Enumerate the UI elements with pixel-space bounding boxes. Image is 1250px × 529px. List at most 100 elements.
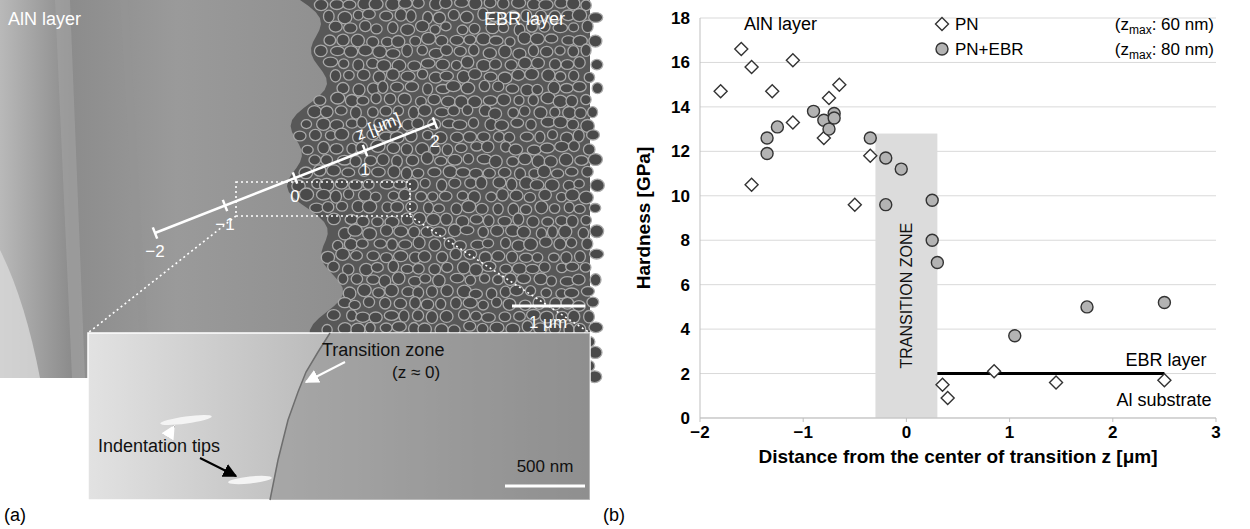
ebr-cell bbox=[360, 21, 371, 32]
data-point bbox=[786, 54, 799, 67]
ebr-cell bbox=[590, 225, 604, 238]
ebr-cell bbox=[418, 251, 431, 263]
ebr-cell bbox=[527, 145, 541, 155]
ebr-cell bbox=[458, 261, 471, 274]
z-axis-title: z [μm] bbox=[353, 109, 403, 144]
panel-letter: (b) bbox=[603, 505, 625, 525]
data-point bbox=[936, 378, 949, 391]
ebr-cell bbox=[448, 224, 461, 237]
ebr-cell bbox=[451, 132, 464, 142]
ebr-cell bbox=[549, 253, 560, 262]
ebr-cell bbox=[588, 154, 602, 166]
ebr-cell bbox=[388, 260, 399, 273]
ebr-cell bbox=[412, 0, 424, 8]
ebr-cell bbox=[493, 203, 503, 215]
ebr-cell bbox=[372, 217, 384, 227]
data-point bbox=[771, 121, 783, 133]
legend: PN(zmax: 60 nm)PN+EBR(zmax: 80 nm) bbox=[936, 15, 1215, 62]
ebr-cell bbox=[388, 191, 399, 200]
ebr-cell bbox=[420, 274, 431, 283]
ebr-cell bbox=[423, 83, 433, 95]
ebr-cell bbox=[579, 191, 593, 204]
ebr-cell bbox=[399, 240, 412, 249]
panel-letter: (a) bbox=[4, 505, 26, 525]
ebr-cell bbox=[347, 310, 357, 321]
ebr-cell bbox=[465, 178, 477, 189]
ebr-cell bbox=[478, 226, 488, 237]
x-tick bbox=[1009, 418, 1010, 422]
ebr-cell bbox=[581, 44, 591, 56]
z-tick-label: −2 bbox=[145, 242, 164, 261]
z-tick-label: 2 bbox=[430, 132, 439, 151]
plot-marks bbox=[714, 43, 1171, 418]
ebr-cell bbox=[540, 237, 553, 248]
ebr-cell bbox=[534, 107, 547, 119]
ebr-cell bbox=[574, 204, 585, 213]
ebr-cell bbox=[330, 144, 343, 154]
ebr-cell bbox=[572, 9, 586, 22]
ebr-cell bbox=[554, 238, 566, 250]
ebr-cell bbox=[329, 21, 342, 32]
ebr-cell bbox=[463, 297, 477, 308]
ebr-cell bbox=[421, 299, 433, 310]
ebr-cell bbox=[418, 105, 431, 117]
ebr-cell bbox=[420, 178, 430, 188]
ebr-cell bbox=[439, 191, 452, 201]
ebr-cell bbox=[491, 225, 504, 236]
sem-streak bbox=[55, 0, 85, 378]
sem-image bbox=[0, 0, 590, 378]
ebr-cell bbox=[590, 249, 604, 259]
ebr-cell bbox=[294, 131, 306, 141]
ebr-cell bbox=[318, 141, 330, 154]
ebr-cell bbox=[564, 288, 578, 298]
ebr-cell bbox=[519, 57, 532, 69]
ebr-cell bbox=[519, 106, 530, 117]
ebr-cell bbox=[459, 309, 470, 320]
ebr-cell bbox=[328, 261, 340, 272]
ebr-cell bbox=[351, 251, 363, 261]
ebr-cell bbox=[547, 276, 557, 286]
ebr-cell bbox=[550, 59, 561, 70]
y-tick-label: 8 bbox=[681, 231, 690, 250]
data-point bbox=[941, 392, 954, 405]
ebr-cell bbox=[591, 59, 603, 69]
indentation-tip bbox=[160, 413, 212, 427]
ebr-cell bbox=[424, 202, 434, 214]
grid-line bbox=[700, 151, 1216, 152]
z-tick bbox=[363, 145, 367, 156]
ebr-cell bbox=[426, 311, 437, 324]
ebr-cell bbox=[360, 263, 373, 275]
ebr-cell bbox=[479, 80, 490, 91]
ebr-cells bbox=[292, 0, 605, 384]
ebr-cell bbox=[314, 45, 327, 57]
ebr-cell bbox=[344, 189, 354, 200]
figure: AlN layerEBR layer−2−1012z [μm]1 μmTrans… bbox=[0, 0, 1250, 529]
ebr-cell bbox=[321, 106, 334, 118]
ebr-cell bbox=[527, 216, 539, 228]
ebr-cell bbox=[504, 273, 516, 285]
y-tick-label: 16 bbox=[671, 53, 690, 72]
ebr-cell bbox=[500, 286, 510, 297]
ebr-cell bbox=[550, 107, 560, 117]
data-point bbox=[864, 149, 877, 162]
legend-label: PN bbox=[955, 15, 979, 34]
ebr-cell bbox=[327, 165, 341, 176]
x-axis-title: Distance from the center of transition z… bbox=[758, 446, 1157, 467]
ebr-cell bbox=[582, 20, 593, 33]
ebr-cell bbox=[469, 23, 480, 34]
ebr-cell bbox=[539, 189, 552, 201]
inset-label: Indentation tips bbox=[98, 436, 220, 456]
ebr-cell bbox=[461, 82, 475, 94]
ebr-cell bbox=[353, 10, 363, 20]
ebr-cell bbox=[569, 141, 580, 152]
ebr-cell bbox=[322, 202, 334, 213]
y-tick-label: 2 bbox=[681, 365, 690, 384]
ebr-cell bbox=[377, 154, 389, 166]
legend-note-part: : 60 nm) bbox=[1152, 15, 1214, 34]
sem-streak bbox=[0, 250, 40, 378]
ebr-cell bbox=[314, 96, 326, 106]
ebr-cell bbox=[372, 167, 386, 177]
ebr-cell bbox=[468, 118, 478, 129]
ebr-cell bbox=[568, 46, 579, 58]
ebr-cell bbox=[437, 179, 447, 192]
